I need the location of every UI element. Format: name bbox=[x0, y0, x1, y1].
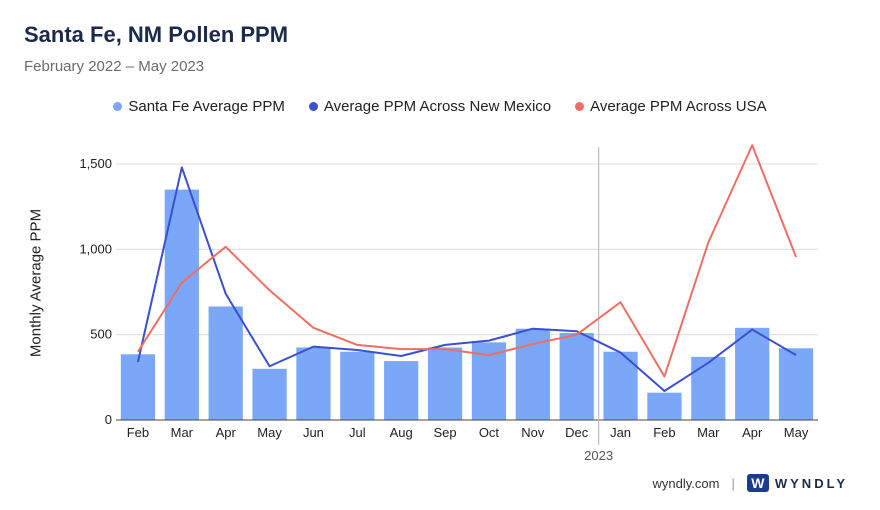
brand-name: WYNDLY bbox=[774, 475, 848, 491]
y-tick-label: 1,000 bbox=[79, 241, 112, 256]
legend-dot-usa bbox=[575, 102, 585, 111]
bar bbox=[208, 306, 243, 420]
bar bbox=[296, 347, 331, 420]
footer-separator: | bbox=[731, 475, 735, 491]
footer-site[interactable]: wyndly.com bbox=[652, 475, 720, 491]
chart-subtitle: February 2022 – May 2023 bbox=[24, 58, 205, 75]
legend-item-santa-fe: Santa Fe Average PPM bbox=[113, 98, 285, 115]
legend-item-new-mexico: Average PPM Across New Mexico bbox=[308, 98, 552, 115]
x-tick-label: Dec bbox=[565, 425, 589, 440]
bar bbox=[691, 356, 726, 420]
brand: W WYNDLY bbox=[746, 474, 848, 492]
bar bbox=[778, 348, 814, 420]
legend-dot-new-mexico bbox=[308, 102, 318, 111]
legend-label-usa: Average PPM Across USA bbox=[590, 98, 767, 115]
line-usa bbox=[137, 144, 797, 378]
x-tick-label: Jan bbox=[610, 425, 631, 440]
x-tick-label: Mar bbox=[171, 425, 194, 440]
legend-dot-santa-fe bbox=[113, 102, 123, 111]
bar bbox=[647, 392, 682, 420]
footer: wyndly.com | W WYNDLY bbox=[653, 474, 848, 492]
bar bbox=[340, 351, 375, 420]
y-tick-label: 0 bbox=[105, 412, 112, 427]
x-tick-label: Aug bbox=[390, 425, 413, 440]
y-tick-label: 1,500 bbox=[79, 156, 112, 171]
legend-item-usa: Average PPM Across USA bbox=[575, 98, 767, 115]
x-tick-label: Sep bbox=[433, 425, 456, 440]
bar bbox=[252, 368, 287, 420]
x-tick-label: Jul bbox=[349, 425, 366, 440]
y-tick-label: 500 bbox=[90, 327, 112, 342]
bar bbox=[735, 327, 770, 420]
bar bbox=[384, 361, 419, 420]
x-tick-label: Apr bbox=[742, 425, 763, 440]
wyndly-logo-icon: W bbox=[746, 474, 769, 492]
bar bbox=[164, 189, 199, 420]
legend-label-new-mexico: Average PPM Across New Mexico bbox=[323, 98, 552, 115]
x-tick-label: Feb bbox=[653, 425, 675, 440]
x-tick-label: Mar bbox=[697, 425, 720, 440]
legend-label-santa-fe: Santa Fe Average PPM bbox=[128, 98, 285, 115]
legend: Santa Fe Average PPM Average PPM Across … bbox=[0, 98, 880, 115]
x-tick-label: Jun bbox=[303, 425, 324, 440]
bar bbox=[559, 332, 594, 420]
bar bbox=[120, 354, 156, 420]
x-tick-label: Feb bbox=[127, 425, 149, 440]
x-tick-label: Nov bbox=[521, 425, 545, 440]
x-tick-label: Oct bbox=[479, 425, 500, 440]
x-tick-label: Apr bbox=[216, 425, 237, 440]
bar bbox=[427, 347, 463, 420]
chart-title: Santa Fe, NM Pollen PPM bbox=[24, 22, 289, 47]
x-tick-label: May bbox=[784, 425, 809, 440]
line-new-mexico bbox=[136, 166, 797, 392]
year-label: 2023 bbox=[584, 448, 613, 463]
x-tick-label: May bbox=[257, 425, 282, 440]
